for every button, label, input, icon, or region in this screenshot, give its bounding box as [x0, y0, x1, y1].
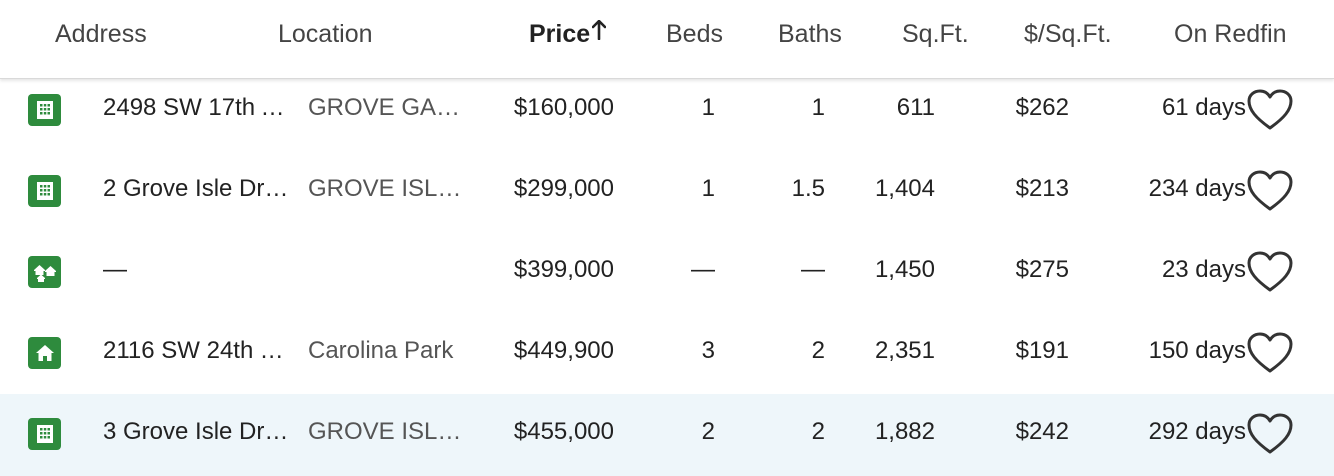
- heart-outline-icon[interactable]: [1246, 331, 1294, 375]
- column-header-baths[interactable]: Baths: [778, 20, 842, 48]
- row-sqft: 1,404: [874, 175, 935, 202]
- row-price: $299,000: [513, 175, 614, 202]
- heart-outline-icon[interactable]: [1246, 88, 1294, 132]
- heart-outline-icon[interactable]: [1246, 169, 1294, 213]
- price-header-label: Price: [529, 20, 591, 48]
- row-address[interactable]: 2 Grove Isle Dr #1007: [103, 175, 291, 202]
- row-location: GROVE ISLE CONDO: [308, 418, 468, 445]
- row-beds: 1: [701, 94, 715, 121]
- row-beds: 1: [701, 175, 715, 202]
- row-beds: —: [691, 256, 715, 283]
- row-price-per-sqft: $275: [1015, 256, 1069, 283]
- row-price-per-sqft: $191: [1015, 337, 1069, 364]
- row-baths: 1: [811, 94, 825, 121]
- arrow-up-icon: [591, 19, 607, 46]
- condo-building-icon: [28, 94, 61, 126]
- row-baths: 2: [811, 418, 825, 445]
- row-days-on-redfin: 150 days: [1148, 337, 1246, 364]
- table-row[interactable]: 2116 SW 24th Ter Carolina Park $449,900 …: [0, 313, 1334, 395]
- row-price: $449,900: [513, 337, 614, 364]
- row-price: $455,000: [513, 418, 614, 445]
- row-sqft: 611: [896, 94, 935, 121]
- row-sqft: 2,351: [874, 337, 935, 364]
- row-location: GROVE ISLE CONDO: [308, 175, 468, 202]
- row-price: $399,000: [513, 256, 614, 283]
- row-baths: 2: [811, 337, 825, 364]
- row-beds: 3: [701, 337, 715, 364]
- row-address[interactable]: 2116 SW 24th Ter: [103, 337, 291, 364]
- table-row[interactable]: 3 Grove Isle Dr #608 GROVE ISLE CONDO $4…: [0, 394, 1334, 476]
- column-header-address[interactable]: Address: [55, 20, 147, 48]
- heart-outline-icon[interactable]: [1246, 250, 1294, 294]
- row-days-on-redfin: 234 days: [1148, 175, 1246, 202]
- column-header-price-per-sqft[interactable]: $/Sq.Ft.: [1024, 20, 1112, 48]
- table-row[interactable]: — $399,000 — — 1,450 $275 23 days: [0, 232, 1334, 314]
- column-header-price[interactable]: Price: [529, 19, 607, 49]
- table-row[interactable]: 2498 SW 17th Ave #4715 GROVE GARDENS $16…: [0, 70, 1334, 152]
- multi-family-icon: [28, 256, 61, 288]
- row-location: Carolina Park: [308, 337, 454, 364]
- row-location: GROVE GARDENS: [308, 94, 468, 121]
- heart-outline-icon[interactable]: [1246, 412, 1294, 456]
- column-header-beds[interactable]: Beds: [666, 20, 723, 48]
- row-sqft: 1,450: [874, 256, 935, 283]
- table-row[interactable]: 2 Grove Isle Dr #1007 GROVE ISLE CONDO $…: [0, 151, 1334, 233]
- row-price-per-sqft: $262: [1015, 94, 1069, 121]
- row-price: $160,000: [513, 94, 614, 121]
- column-header-sqft[interactable]: Sq.Ft.: [902, 20, 969, 48]
- row-days-on-redfin: 23 days: [1161, 256, 1246, 283]
- row-price-per-sqft: $213: [1015, 175, 1069, 202]
- house-icon: [28, 337, 61, 369]
- row-address[interactable]: 2498 SW 17th Ave #4715: [103, 94, 291, 121]
- column-header-location[interactable]: Location: [278, 20, 373, 48]
- row-days-on-redfin: 61 days: [1161, 94, 1246, 121]
- row-baths: —: [801, 256, 825, 283]
- row-address[interactable]: —: [103, 256, 127, 283]
- condo-building-icon: [28, 175, 61, 207]
- condo-building-icon: [28, 418, 61, 450]
- row-baths: 1.5: [791, 175, 825, 202]
- row-days-on-redfin: 292 days: [1148, 418, 1246, 445]
- column-header-on-redfin[interactable]: On Redfin: [1174, 20, 1287, 48]
- row-address[interactable]: 3 Grove Isle Dr #608: [103, 418, 291, 445]
- row-beds: 2: [701, 418, 715, 445]
- table-header: Address Location Price Beds Baths Sq.Ft.…: [0, 0, 1334, 79]
- row-sqft: 1,882: [874, 418, 935, 445]
- row-price-per-sqft: $242: [1015, 418, 1069, 445]
